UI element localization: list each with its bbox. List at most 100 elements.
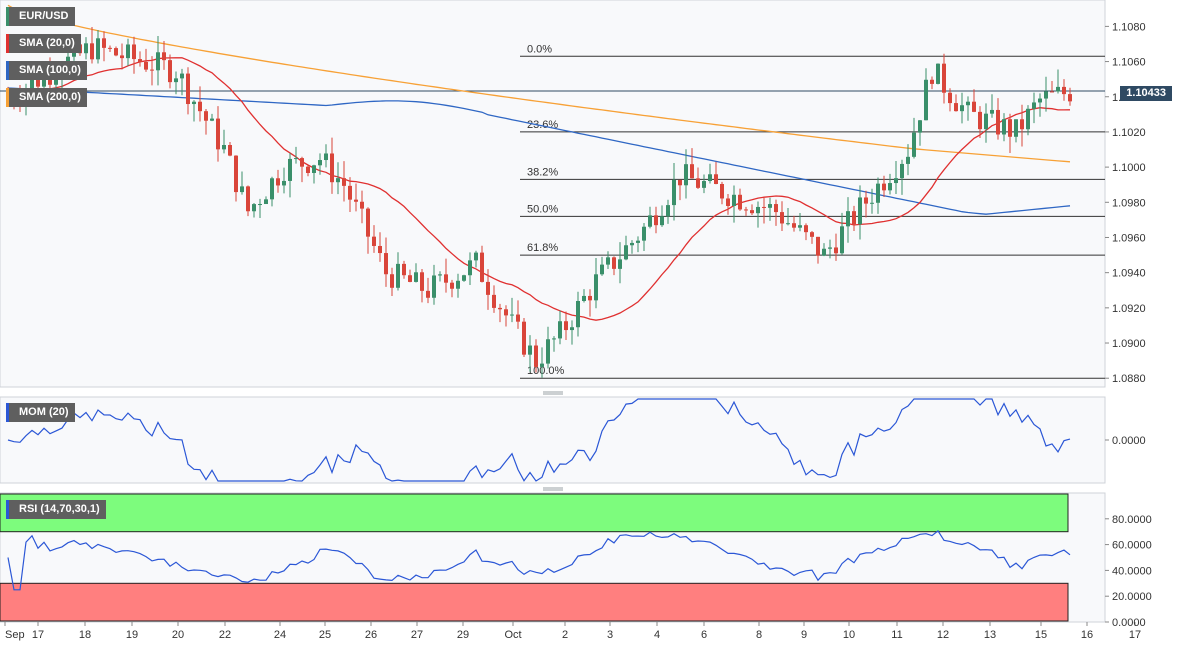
- candle-body: [768, 204, 772, 208]
- x-tick-label: 12: [937, 629, 949, 641]
- candle-body: [96, 38, 100, 60]
- candle-body: [252, 204, 256, 212]
- x-tick-label: 16: [1081, 629, 1093, 641]
- candle-body: [684, 164, 688, 186]
- x-tick-label: 10: [843, 629, 855, 641]
- rsi-oversold-zone: [0, 582, 1069, 622]
- candle-body: [600, 264, 604, 275]
- x-tick-label: 19: [126, 629, 138, 641]
- candle-body: [690, 164, 694, 179]
- candle-body: [90, 43, 94, 60]
- candle-body: [552, 338, 556, 340]
- candle-body: [234, 155, 238, 193]
- candle-body: [786, 223, 790, 225]
- candle-body: [390, 274, 394, 288]
- legend-sma200-label: SMA (200,0): [19, 91, 81, 103]
- candle-body: [396, 263, 400, 288]
- y-tick-label: 1.0880: [1112, 373, 1146, 385]
- candle-body: [702, 181, 706, 188]
- x-tick-label: 22: [219, 629, 231, 641]
- y-tick-label: 1.1080: [1112, 21, 1146, 33]
- candle-body: [138, 59, 142, 62]
- candle-body: [504, 309, 508, 316]
- candle-body: [276, 178, 280, 186]
- candle-body: [798, 225, 802, 228]
- candle-body: [774, 204, 778, 213]
- candle-body: [342, 178, 346, 186]
- candle-body: [1038, 98, 1042, 103]
- candle-body: [1044, 91, 1048, 99]
- candle-body: [1068, 94, 1072, 102]
- candle-body: [378, 245, 382, 254]
- candle-body: [648, 215, 652, 227]
- candle-body: [984, 113, 988, 130]
- candle-body: [708, 174, 712, 182]
- candle-body: [492, 294, 496, 308]
- candle-body: [120, 55, 124, 59]
- legend-rsi: RSI (14,70,30,1): [6, 500, 106, 519]
- candle-body: [546, 339, 550, 364]
- candle-body: [870, 202, 874, 204]
- candle-body: [360, 201, 364, 209]
- candle-body: [336, 178, 340, 183]
- rsi-y-tick-label: 0.0000: [1112, 617, 1146, 629]
- candle-body: [912, 132, 916, 157]
- candle-body: [978, 111, 982, 130]
- candle-body: [942, 63, 946, 93]
- candle-body: [996, 109, 1000, 135]
- candle-body: [474, 252, 478, 261]
- x-tick-label: 26: [365, 629, 377, 641]
- fib-label: 50.0%: [527, 203, 558, 215]
- candle-body: [450, 282, 454, 289]
- candle-body: [198, 101, 202, 112]
- x-tick-label: 13: [984, 629, 996, 641]
- candle-body: [534, 345, 538, 367]
- candle-body: [174, 78, 178, 83]
- candle-body: [882, 183, 886, 191]
- candle-body: [330, 153, 334, 183]
- x-tick-label: 8: [756, 629, 762, 641]
- candle-body: [30, 78, 34, 89]
- fib-label: 100.0%: [527, 365, 565, 377]
- candle-body: [522, 321, 526, 355]
- candle-body: [672, 179, 676, 206]
- candle-body: [246, 186, 250, 212]
- x-tick-label: 6: [701, 629, 707, 641]
- candle-body: [162, 52, 166, 61]
- candle-body: [762, 206, 766, 208]
- candle-body: [852, 211, 856, 225]
- candle-body: [84, 43, 88, 54]
- y-tick-label: 1.0980: [1112, 197, 1146, 209]
- candle-body: [240, 186, 244, 193]
- candle-body: [258, 204, 262, 206]
- fib-label: 61.8%: [527, 242, 558, 254]
- candle-body: [414, 272, 418, 282]
- candle-body: [114, 48, 118, 56]
- fib-label: 0.0%: [527, 43, 552, 55]
- candle-body: [582, 295, 586, 301]
- candle-body: [966, 101, 970, 106]
- candle-body: [1014, 119, 1018, 137]
- rsi-y-tick-label: 60.0000: [1112, 540, 1152, 552]
- x-tick-label: 11: [891, 629, 902, 641]
- candle-body: [366, 208, 370, 237]
- candle-body: [228, 145, 232, 156]
- candle-body: [1032, 102, 1036, 109]
- candle-body: [1062, 86, 1066, 95]
- x-tick-label: Oct: [504, 629, 521, 641]
- candle-body: [858, 197, 862, 225]
- sma100-line: [7, 87, 1071, 215]
- candle-body: [426, 290, 430, 298]
- candle-body: [606, 257, 610, 265]
- candle-body: [864, 197, 868, 204]
- candle-body: [714, 174, 718, 184]
- main-panel: [0, 0, 1106, 388]
- candle-body: [810, 232, 814, 237]
- candle-body: [36, 78, 40, 87]
- candle-body: [612, 257, 616, 269]
- candle-body: [462, 275, 466, 281]
- candle-body: [564, 321, 568, 331]
- candle-body: [288, 158, 292, 181]
- candle-body: [594, 274, 598, 301]
- candle-body: [150, 69, 154, 71]
